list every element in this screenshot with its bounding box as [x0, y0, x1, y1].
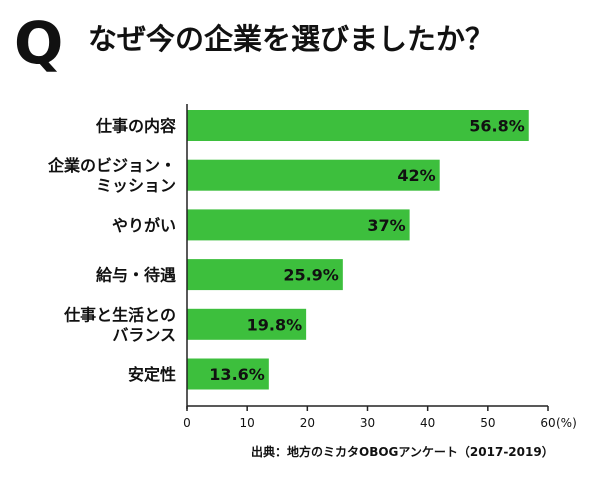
- x-tick-label-2: 20: [300, 416, 315, 430]
- q-icon: Q: [14, 9, 63, 77]
- category-label-3-0: 給与・待遇: [96, 266, 176, 285]
- category-label-4-1: バランス: [112, 325, 176, 344]
- value-label-1: 42%: [397, 166, 435, 185]
- bar-5: [187, 358, 269, 390]
- x-tick-label-5: 50: [480, 416, 495, 430]
- bar-1: [187, 159, 440, 191]
- category-label-1-1: ミッション: [96, 176, 176, 195]
- x-tick-label-1: 10: [240, 416, 255, 430]
- value-label-5: 13.6%: [209, 365, 265, 384]
- value-label-2: 37%: [367, 216, 405, 235]
- bar-0: [187, 110, 529, 141]
- category-label-1-0: 企業のビジョン・: [47, 156, 176, 175]
- bar-2: [187, 209, 410, 241]
- x-tick-label-6: 60: [540, 416, 555, 430]
- source-note: 出典：地方のミカタOBOGアンケート（2017-2019）: [251, 445, 554, 459]
- x-tick-label-3: 30: [360, 416, 375, 430]
- x-tick-label-4: 40: [420, 416, 435, 430]
- x-tick-label-0: 0: [183, 416, 191, 430]
- category-label-4-0: 仕事と生活との: [63, 305, 176, 324]
- x-axis-unit: (%): [556, 416, 577, 430]
- value-label-3: 25.9%: [283, 266, 339, 285]
- category-label-5-0: 安定性: [128, 365, 176, 384]
- value-label-0: 56.8%: [469, 117, 525, 136]
- bar-3: [187, 259, 343, 291]
- bar-4: [187, 308, 307, 340]
- value-label-4: 19.8%: [247, 315, 303, 334]
- chart-question-title: なぜ今の企業を選びましたか？: [88, 22, 495, 56]
- category-label-2-0: やりがい: [112, 216, 176, 235]
- category-label-0-0: 仕事の内容: [95, 117, 176, 136]
